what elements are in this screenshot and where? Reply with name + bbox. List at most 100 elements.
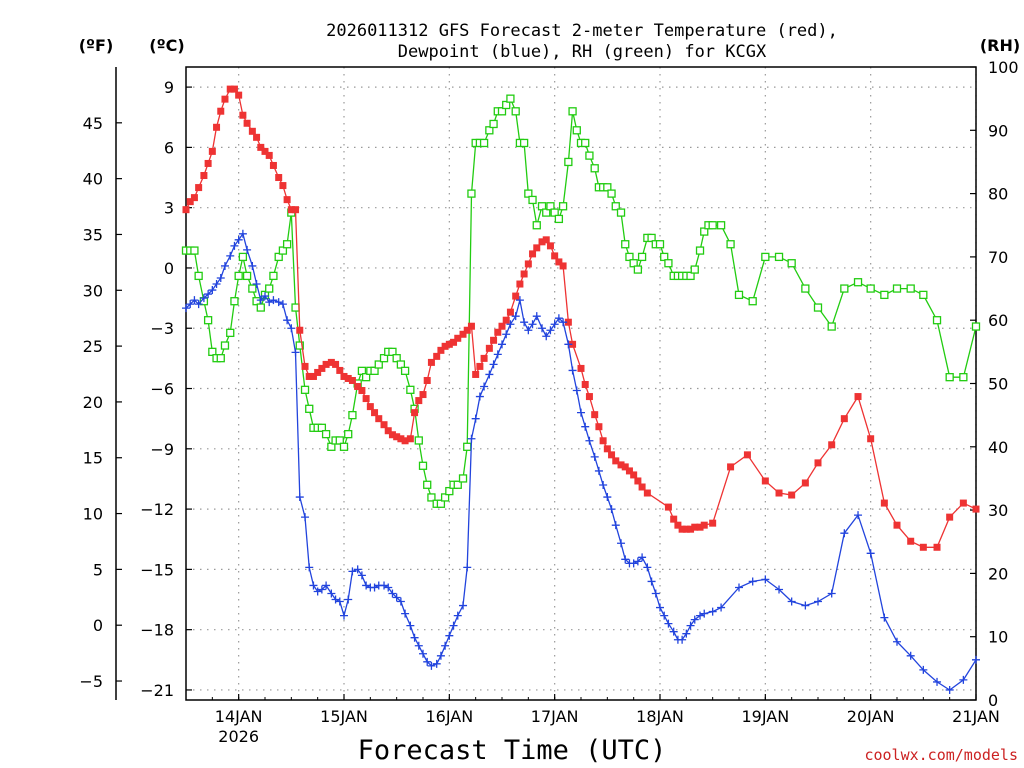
temperature-point bbox=[603, 445, 611, 453]
dewpoint-point bbox=[353, 565, 362, 574]
dewpoint-point bbox=[475, 392, 484, 401]
rh-point bbox=[664, 259, 673, 268]
chart-title-line2: Dewpoint (blue), RH (green) for KCGX bbox=[398, 42, 767, 62]
dewpoint-point bbox=[234, 235, 243, 244]
dewpoint-point bbox=[854, 511, 863, 520]
rh-point bbox=[959, 373, 968, 382]
rh-point bbox=[892, 284, 902, 293]
dewpoint-point bbox=[305, 563, 314, 572]
temperature-point bbox=[599, 437, 607, 445]
temperature-point bbox=[506, 308, 514, 316]
dewpoint-point bbox=[708, 607, 717, 616]
dewpoint-point bbox=[538, 324, 547, 333]
dewpoint-point bbox=[515, 296, 524, 305]
dewpoint-point bbox=[208, 286, 217, 295]
dewpoint-point bbox=[427, 661, 436, 670]
celsius-tick-label: 3 bbox=[164, 199, 174, 218]
dewpoint-point bbox=[633, 557, 642, 566]
time-year-label: 2026 bbox=[218, 727, 259, 746]
celsius-axis-unit: (ºC) bbox=[149, 36, 184, 55]
temperature-point bbox=[459, 330, 467, 338]
temperature-point bbox=[577, 364, 585, 372]
dewpoint-point bbox=[700, 609, 709, 618]
temperature-point bbox=[533, 244, 541, 252]
rh-point bbox=[734, 290, 744, 300]
temperature-point bbox=[190, 194, 198, 202]
rh-line bbox=[186, 97, 977, 505]
temperature-point bbox=[625, 467, 633, 475]
rh-point bbox=[554, 214, 564, 224]
dewpoint-point bbox=[432, 659, 441, 668]
dewpoint-point bbox=[449, 621, 458, 630]
temperature-point bbox=[213, 123, 221, 131]
celsius-tick-label: −15 bbox=[140, 560, 174, 579]
rh-tick-label: 10 bbox=[988, 628, 1008, 647]
rh-point bbox=[400, 366, 410, 375]
temperature-point bbox=[265, 151, 273, 159]
dewpoint-point bbox=[248, 261, 257, 270]
rh-point bbox=[690, 265, 699, 274]
temperature-point bbox=[480, 354, 488, 362]
dewpoint-point bbox=[230, 241, 239, 250]
dewpoint-point bbox=[787, 597, 796, 606]
fahrenheit-tick-label: 10 bbox=[83, 505, 103, 524]
dewpoint-point bbox=[524, 326, 533, 335]
dewpoint-point bbox=[419, 649, 427, 658]
temperature-point bbox=[476, 362, 484, 370]
rh-point bbox=[269, 271, 278, 281]
fahrenheit-tick-label: 30 bbox=[83, 281, 103, 300]
fahrenheit-tick-label: 20 bbox=[83, 393, 103, 412]
dewpoint-line bbox=[185, 232, 977, 691]
dewpoint-point bbox=[295, 493, 304, 502]
temperature-point bbox=[248, 127, 256, 135]
temperature-point bbox=[230, 85, 238, 93]
temperature-point bbox=[441, 342, 449, 350]
dewpoint-point bbox=[801, 601, 810, 610]
dewpoint-point bbox=[647, 577, 656, 586]
temperature-point bbox=[494, 328, 502, 336]
rh-point bbox=[611, 202, 620, 211]
temperature-point bbox=[664, 503, 672, 511]
temperature-point bbox=[384, 427, 392, 435]
temperature-point bbox=[709, 519, 717, 527]
temperature-point bbox=[972, 505, 980, 513]
temperature-point bbox=[419, 391, 427, 399]
rh-point bbox=[406, 385, 415, 394]
dewpoint-point bbox=[256, 296, 265, 305]
temperature-point bbox=[696, 523, 704, 531]
celsius-tick-label: 0 bbox=[164, 259, 174, 278]
dewpoint-point bbox=[467, 434, 476, 443]
dewpoint-point bbox=[199, 294, 208, 303]
fahrenheit-axis-unit: (ºF) bbox=[79, 36, 114, 55]
dewpoint-point bbox=[453, 611, 462, 620]
dewpoint-point bbox=[686, 621, 695, 630]
dewpoint-point bbox=[401, 609, 410, 618]
celsius-tick-label: −9 bbox=[150, 440, 174, 459]
dewpoint-point bbox=[238, 229, 247, 238]
rh-point bbox=[880, 290, 889, 300]
dewpoint-point bbox=[572, 386, 581, 395]
fahrenheit-tick-label: 5 bbox=[93, 560, 103, 579]
credit-text: coolwx.com/models bbox=[864, 746, 1018, 764]
dewpoint-point bbox=[669, 627, 678, 636]
rh-point bbox=[321, 429, 331, 439]
time-tick-label: 16JAN bbox=[425, 707, 473, 726]
temperature-point bbox=[305, 372, 313, 380]
dewpoint-point bbox=[357, 571, 366, 580]
rh-point bbox=[479, 138, 489, 148]
dewpoint-point bbox=[532, 312, 541, 321]
dewpoint-point bbox=[690, 615, 699, 624]
dewpoint-point bbox=[945, 685, 954, 694]
dewpoint-point bbox=[489, 360, 498, 369]
temperature-point bbox=[314, 368, 322, 376]
temperature-point bbox=[788, 491, 796, 499]
temperature-point bbox=[608, 451, 616, 459]
rh-tick-label: 50 bbox=[988, 375, 1008, 394]
temperature-point bbox=[269, 161, 277, 169]
rh-point bbox=[542, 208, 551, 217]
dewpoint-point bbox=[190, 296, 199, 305]
temperature-point bbox=[687, 525, 695, 533]
dewpoint-point bbox=[463, 563, 472, 572]
dewpoint-point bbox=[840, 529, 849, 538]
temperature-point bbox=[401, 437, 409, 445]
